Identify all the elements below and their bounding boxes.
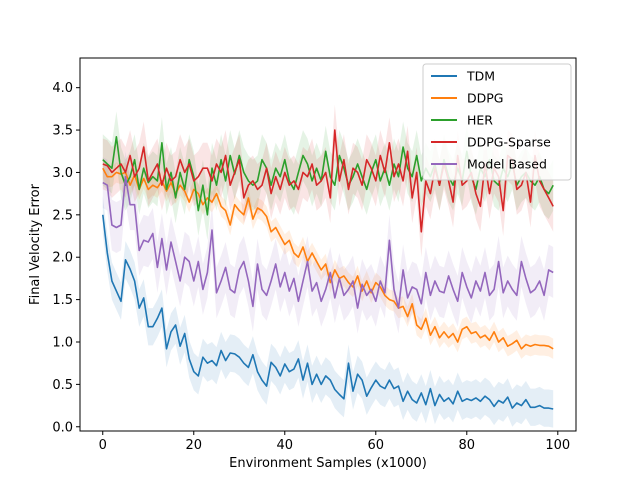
legend-entry: Model Based [467,157,547,172]
x-axis-label: Environment Samples (x1000) [229,456,427,471]
y-tick-label: 0.0 [52,420,73,435]
x-tick-label: 40 [276,438,293,453]
series-line-tdm [102,214,554,410]
x-tick-label: 100 [545,438,570,453]
y-tick-label: 0.5 [52,378,73,393]
band-tdm [102,196,554,428]
y-axis: 0.0 0.5 1.0 1.5 2.0 2.5 3.0 3.5 4.0 [52,81,80,435]
y-tick-label: 1.5 [52,293,73,308]
series-line-ddpg-sparse [102,129,554,233]
legend-entry: DDPG [467,91,503,106]
x-axis: 0 20 40 60 80 100 [99,431,570,453]
y-axis-label: Final Velocity Error [28,183,43,305]
series-lines [102,129,554,410]
y-tick-label: 3.0 [52,166,73,181]
legend-entry: HER [467,113,493,128]
legend-box [422,63,572,181]
y-tick-label: 3.5 [52,124,73,139]
x-tick-label: 20 [185,438,202,453]
legend-entry: DDPG-Sparse [467,135,551,150]
x-tick-label: 80 [459,438,476,453]
y-tick-label: 4.0 [52,81,73,96]
y-tick-label: 2.0 [52,251,73,266]
series-line-model-based [102,175,554,309]
legend: TDM DDPG HER DDPG-Sparse Model Based [422,63,572,181]
x-tick-label: 60 [368,438,385,453]
x-tick-label: 0 [99,438,107,453]
band-her [102,111,554,241]
y-tick-label: 1.0 [52,335,73,350]
y-tick-label: 2.5 [52,208,73,223]
plot-frame [79,57,577,432]
band-ddpg [102,158,554,359]
legend-entry: TDM [466,69,495,84]
